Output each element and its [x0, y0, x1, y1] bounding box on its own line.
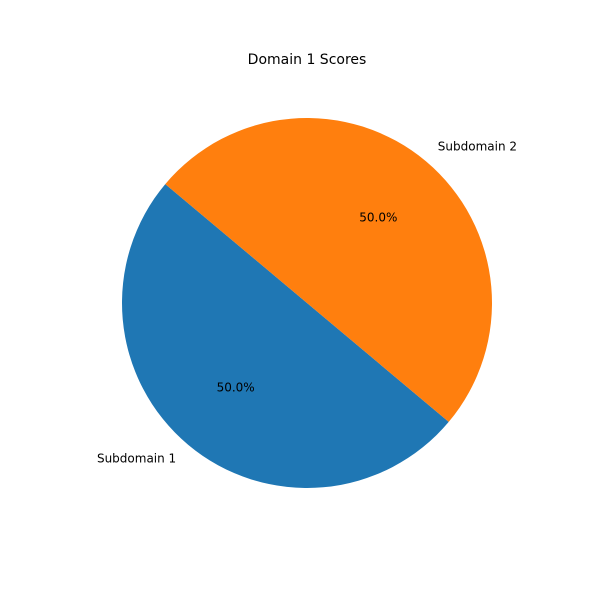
- slice-label-2: Subdomain 2: [438, 140, 517, 154]
- chart-title: Domain 1 Scores: [248, 52, 367, 68]
- pie-labels: Subdomain 1 50.0% Subdomain 2 50.0%: [97, 140, 517, 466]
- slice-percent-2: 50.0%: [359, 210, 397, 224]
- pie-slice-1: [122, 184, 449, 489]
- pie-slice-2: [165, 118, 493, 422]
- pie-slices: [122, 118, 493, 489]
- slice-percent-1: 50.0%: [217, 381, 255, 395]
- slice-label-1: Subdomain 1: [97, 451, 176, 465]
